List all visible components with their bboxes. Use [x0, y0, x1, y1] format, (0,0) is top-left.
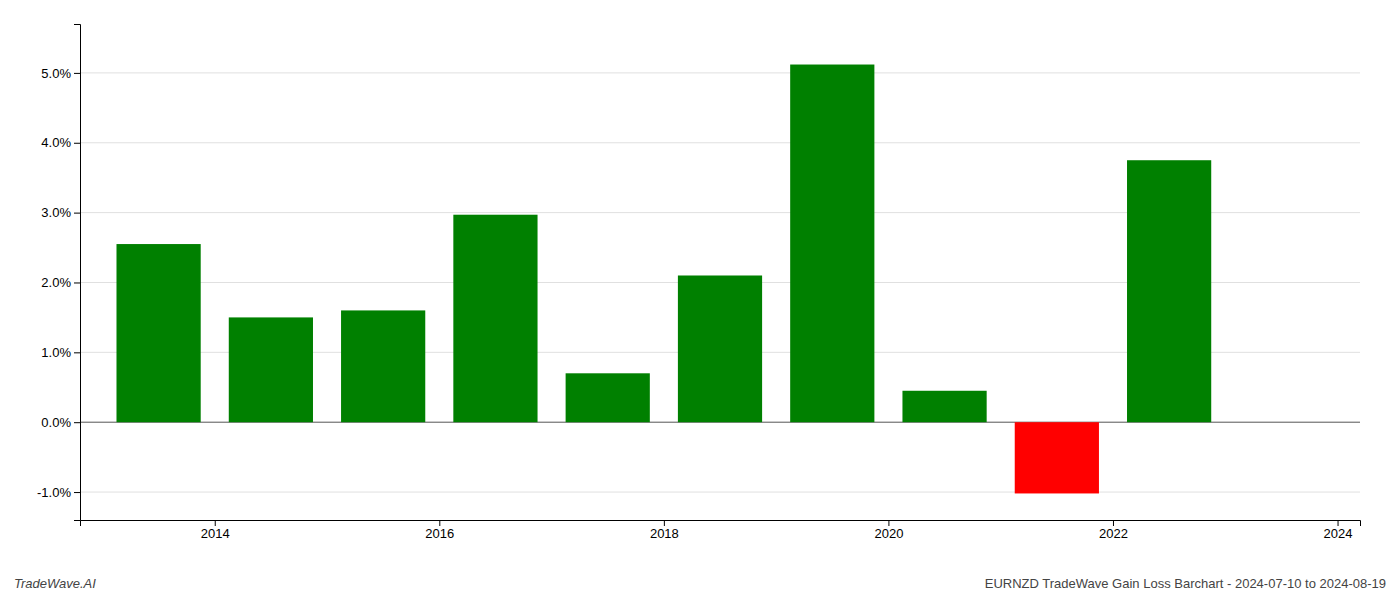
x-tick: 2022: [1099, 520, 1128, 541]
y-tick-mark: [74, 492, 80, 493]
grid: [80, 73, 1360, 492]
chart-container: -1.0%0.0%1.0%2.0%3.0%4.0%5.0%20142016201…: [0, 0, 1400, 600]
y-tick: 4.0%: [41, 135, 80, 150]
x-tick: 2014: [201, 520, 230, 541]
x-tick: 2020: [874, 520, 903, 541]
y-tick-label: 5.0%: [41, 66, 71, 81]
y-tick: 3.0%: [41, 205, 80, 220]
x-tick-mark: [215, 520, 216, 526]
x-tick-mark: [664, 520, 665, 526]
x-tick-mark: [888, 520, 889, 526]
y-tick-label: 4.0%: [41, 135, 71, 150]
y-tick-label: 2.0%: [41, 275, 71, 290]
bar: [229, 317, 313, 422]
y-tick: 5.0%: [41, 66, 80, 81]
x-tick-label: 2016: [425, 526, 454, 541]
x-tick-label: 2024: [1324, 526, 1353, 541]
y-tick-mark: [74, 73, 80, 74]
y-tick-label: 1.0%: [41, 345, 71, 360]
x-tick-mark: [439, 520, 440, 526]
grid-line: [80, 492, 1360, 493]
x-tick: 2024: [1324, 520, 1353, 541]
bar: [902, 391, 986, 422]
bar: [341, 310, 425, 422]
bar: [1127, 160, 1211, 422]
bar: [790, 65, 874, 423]
bar: [116, 244, 200, 422]
bar: [678, 275, 762, 422]
y-tick: -1.0%: [37, 485, 80, 500]
plot-area: -1.0%0.0%1.0%2.0%3.0%4.0%5.0%20142016201…: [37, 25, 1360, 542]
y-tick-mark: [74, 143, 80, 144]
y-tick-mark: [74, 282, 80, 283]
x-axis: 2014 2016 2018 2020 2022 2024: [81, 520, 1361, 541]
grid-line: [80, 72, 1360, 73]
y-tick-label: 3.0%: [41, 205, 71, 220]
chart-svg: -1.0%0.0%1.0%2.0%3.0%4.0%5.0%20142016201…: [0, 0, 1400, 600]
bar: [453, 215, 537, 422]
x-tick-label: 2022: [1099, 526, 1128, 541]
x-axis-line: [81, 521, 1361, 527]
x-tick: 2018: [650, 520, 679, 541]
x-tick-label: 2020: [874, 526, 903, 541]
y-tick: 2.0%: [41, 275, 80, 290]
bars: [116, 65, 1211, 494]
footer-right: EURNZD TradeWave Gain Loss Barchart - 20…: [985, 576, 1386, 591]
y-tick: 1.0%: [41, 345, 80, 360]
x-tick: 2016: [425, 520, 454, 541]
x-tick-label: 2014: [201, 526, 230, 541]
x-tick-label: 2018: [650, 526, 679, 541]
y-axis-line: [74, 25, 81, 521]
x-tick-mark: [1338, 520, 1339, 526]
y-tick-label: 0.0%: [41, 415, 71, 430]
y-tick-mark: [74, 213, 80, 214]
grid-line: [80, 142, 1360, 143]
y-tick-label: -1.0%: [37, 485, 71, 500]
y-tick: 0.0%: [41, 415, 80, 430]
y-tick-mark: [74, 422, 80, 423]
y-axis: -1.0% 0.0% 1.0% 2.0% 3.0% 4.0% 5.0%: [37, 25, 80, 521]
y-tick-mark: [74, 352, 80, 353]
bar: [566, 373, 650, 422]
footer-left: TradeWave.AI: [14, 576, 96, 591]
x-tick-mark: [1113, 520, 1114, 526]
bar: [1015, 422, 1099, 493]
